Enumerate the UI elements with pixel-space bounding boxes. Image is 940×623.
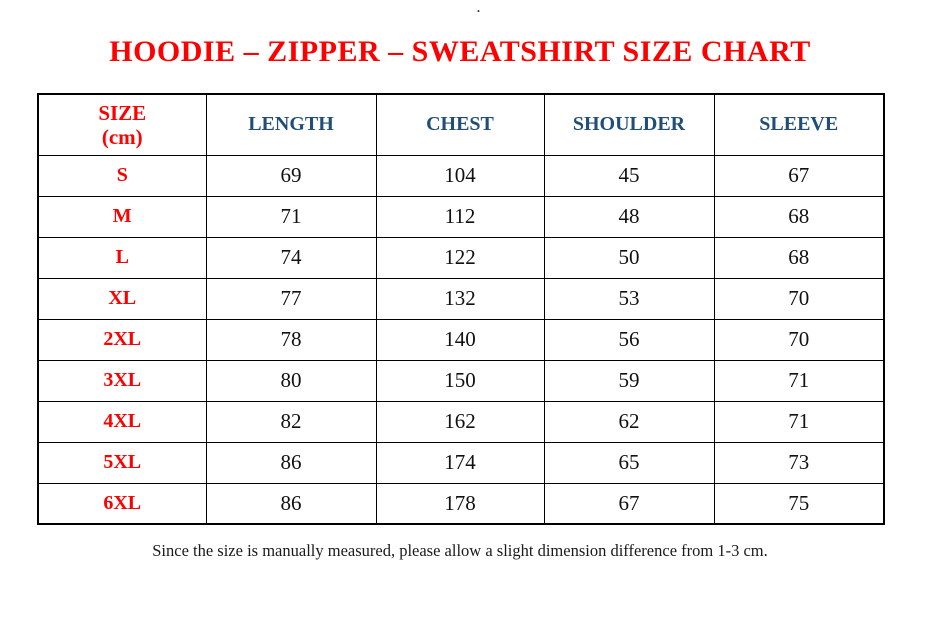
- size-chart-table: SIZE (cm) LENGTH CHEST SHOULDER SLEEVE S…: [37, 93, 885, 525]
- table-row-m: M 71 112 48 68: [37, 195, 885, 238]
- header-size-cm: SIZE (cm): [37, 93, 207, 156]
- length-value: 86: [205, 441, 377, 484]
- chest-value: 122: [375, 236, 545, 279]
- header-size-line2: (cm): [101, 124, 143, 149]
- length-value: 82: [205, 400, 377, 443]
- table-header-row: SIZE (cm) LENGTH CHEST SHOULDER SLEEVE: [37, 93, 885, 156]
- size-label: L: [37, 236, 207, 279]
- length-value: 71: [205, 195, 377, 238]
- page-title: HOODIE – ZIPPER – SWEATSHIRT SIZE CHART: [109, 35, 811, 68]
- shoulder-value: 67: [543, 482, 715, 525]
- shoulder-value: 65: [543, 441, 715, 484]
- size-label: 3XL: [37, 359, 207, 402]
- sleeve-value: 67: [713, 154, 885, 197]
- shoulder-value: 62: [543, 400, 715, 443]
- measurement-disclaimer: Since the size is manually measured, ple…: [152, 541, 768, 560]
- chest-value: 112: [375, 195, 545, 238]
- table-row-l: L 74 122 50 68: [37, 236, 885, 279]
- chest-value: 162: [375, 400, 545, 443]
- size-label: 2XL: [37, 318, 207, 361]
- sleeve-value: 71: [713, 359, 885, 402]
- size-label: XL: [37, 277, 207, 320]
- table-row-6xl: 6XL 86 178 67 75: [37, 482, 885, 525]
- chest-value: 140: [375, 318, 545, 361]
- shoulder-value: 50: [543, 236, 715, 279]
- table-row-4xl: 4XL 82 162 62 71: [37, 400, 885, 443]
- stray-dot-mark: .: [477, 1, 480, 15]
- size-label: 5XL: [37, 441, 207, 484]
- length-value: 86: [205, 482, 377, 525]
- size-label: S: [37, 154, 207, 197]
- sleeve-value: 68: [713, 236, 885, 279]
- table-row-2xl: 2XL 78 140 56 70: [37, 318, 885, 361]
- chest-value: 132: [375, 277, 545, 320]
- shoulder-value: 48: [543, 195, 715, 238]
- sleeve-value: 70: [713, 318, 885, 361]
- size-label: 6XL: [37, 482, 207, 525]
- table-row-s: S 69 104 45 67: [37, 154, 885, 197]
- chest-value: 150: [375, 359, 545, 402]
- table-row-3xl: 3XL 80 150 59 71: [37, 359, 885, 402]
- length-value: 74: [205, 236, 377, 279]
- shoulder-value: 45: [543, 154, 715, 197]
- length-value: 69: [205, 154, 377, 197]
- length-value: 77: [205, 277, 377, 320]
- chest-value: 178: [375, 482, 545, 525]
- page-content: HOODIE – ZIPPER – SWEATSHIRT SIZE CHART …: [37, 0, 885, 561]
- header-shoulder: SHOULDER: [543, 93, 715, 156]
- header-chest: CHEST: [375, 93, 545, 156]
- sleeve-value: 73: [713, 441, 885, 484]
- size-label: M: [37, 195, 207, 238]
- header-length: LENGTH: [205, 93, 377, 156]
- sleeve-value: 75: [713, 482, 885, 525]
- chest-value: 174: [375, 441, 545, 484]
- sleeve-value: 70: [713, 277, 885, 320]
- header-size-line1: SIZE: [98, 100, 147, 125]
- sleeve-value: 68: [713, 195, 885, 238]
- chest-value: 104: [375, 154, 545, 197]
- length-value: 80: [205, 359, 377, 402]
- table-row-xl: XL 77 132 53 70: [37, 277, 885, 320]
- shoulder-value: 53: [543, 277, 715, 320]
- size-label: 4XL: [37, 400, 207, 443]
- shoulder-value: 56: [543, 318, 715, 361]
- table-row-5xl: 5XL 86 174 65 73: [37, 441, 885, 484]
- header-sleeve: SLEEVE: [713, 93, 885, 156]
- sleeve-value: 71: [713, 400, 885, 443]
- length-value: 78: [205, 318, 377, 361]
- shoulder-value: 59: [543, 359, 715, 402]
